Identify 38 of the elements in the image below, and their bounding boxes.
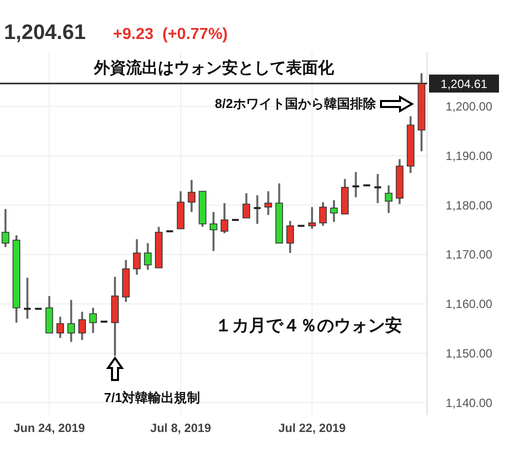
annotation: 8/2ホワイト国から韓国排除 [214, 96, 377, 111]
y-tick-label: 1,180.00 [446, 198, 493, 212]
candlestick [242, 192, 250, 219]
candlestick [67, 298, 75, 343]
candlestick [56, 316, 64, 339]
candlestick [254, 194, 261, 225]
y-tick-label: 1,160.00 [446, 297, 493, 312]
annotation: 外資流出はウォン安として表面化 [93, 58, 335, 77]
y-tick-label: 1,150.00 [446, 346, 493, 360]
chart-subtitle: +9.23 (+0.77%) [113, 26, 228, 43]
candlestick [24, 276, 31, 320]
candlestick [89, 306, 97, 334]
y-tick-label: 1,170.00 [446, 248, 493, 262]
x-tick-label: Jul 22, 2019 [278, 421, 346, 435]
x-tick-label: Jun 24, 2019 [14, 421, 86, 435]
candlestick [308, 206, 316, 230]
candlestick [319, 201, 327, 227]
candlestick [144, 242, 152, 271]
candlestick [264, 190, 272, 216]
candlestick [78, 310, 86, 341]
candlestick [220, 202, 228, 234]
candlestick [210, 211, 218, 252]
annotation: 7/1対韓輸出規制 [104, 390, 200, 405]
ref-line-label: 1,204.61 [440, 76, 488, 91]
annotation: １カ月で４％のウォン安 [215, 316, 402, 335]
candlestick [188, 178, 196, 214]
candlestick [330, 199, 338, 223]
candlestick [286, 220, 294, 254]
candlestick [384, 184, 392, 214]
y-tick-label: 1,140.00 [446, 396, 493, 410]
candlestick [2, 208, 10, 248]
y-tick-label: 1,190.00 [446, 148, 493, 163]
candlestick [352, 171, 360, 198]
candlestick [374, 172, 382, 204]
candlestick [133, 238, 141, 276]
x-tick-label: Jul 8, 2019 [150, 421, 212, 435]
y-tick-label: 1,200.00 [446, 100, 493, 114]
chart-title: 1,204.61 [4, 21, 86, 44]
